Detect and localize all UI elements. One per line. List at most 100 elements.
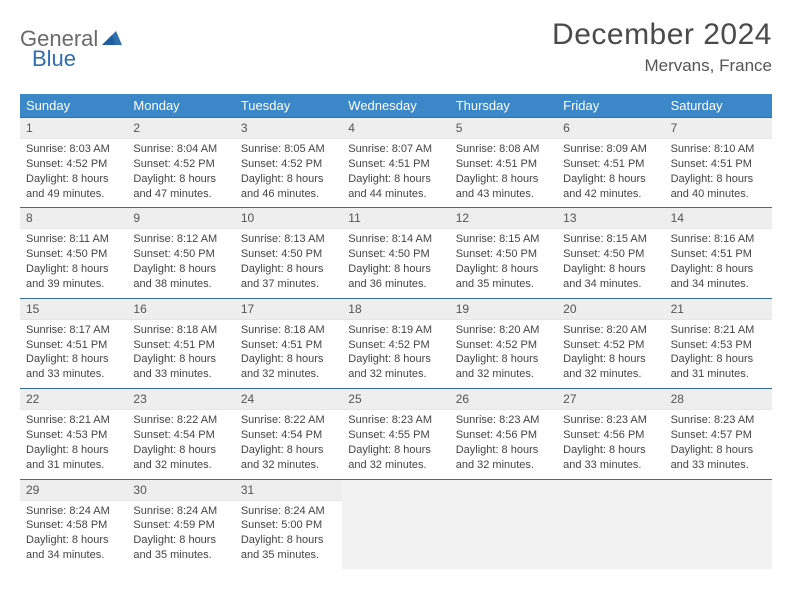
day-body: Sunrise: 8:24 AMSunset: 4:59 PMDaylight:… — [127, 501, 234, 569]
daylight-text-2: and 32 minutes. — [456, 367, 551, 382]
day-body: Sunrise: 8:10 AMSunset: 4:51 PMDaylight:… — [665, 139, 772, 207]
day-cell: 27Sunrise: 8:23 AMSunset: 4:56 PMDayligh… — [557, 388, 664, 478]
day-cell: 7Sunrise: 8:10 AMSunset: 4:51 PMDaylight… — [665, 117, 772, 207]
sunset-text: Sunset: 4:51 PM — [563, 157, 658, 172]
daylight-text-2: and 46 minutes. — [241, 187, 336, 202]
logo-triangle-icon — [102, 29, 122, 50]
sunset-text: Sunset: 4:55 PM — [348, 428, 443, 443]
daylight-text-1: Daylight: 8 hours — [671, 443, 766, 458]
day-cell: 20Sunrise: 8:20 AMSunset: 4:52 PMDayligh… — [557, 298, 664, 388]
day-body: Sunrise: 8:19 AMSunset: 4:52 PMDaylight:… — [342, 320, 449, 388]
sunset-text: Sunset: 4:52 PM — [456, 338, 551, 353]
sunset-text: Sunset: 4:56 PM — [563, 428, 658, 443]
day-cell: 6Sunrise: 8:09 AMSunset: 4:51 PMDaylight… — [557, 117, 664, 207]
daylight-text-1: Daylight: 8 hours — [348, 172, 443, 187]
daylight-text-2: and 36 minutes. — [348, 277, 443, 292]
day-body: Sunrise: 8:16 AMSunset: 4:51 PMDaylight:… — [665, 229, 772, 297]
week-row: 1Sunrise: 8:03 AMSunset: 4:52 PMDaylight… — [20, 117, 772, 207]
day-body: Sunrise: 8:18 AMSunset: 4:51 PMDaylight:… — [235, 320, 342, 388]
daylight-text-2: and 47 minutes. — [133, 187, 228, 202]
day-number: 13 — [557, 208, 664, 229]
day-body: Sunrise: 8:04 AMSunset: 4:52 PMDaylight:… — [127, 139, 234, 207]
sunset-text: Sunset: 4:53 PM — [26, 428, 121, 443]
day-body: Sunrise: 8:17 AMSunset: 4:51 PMDaylight:… — [20, 320, 127, 388]
daylight-text-1: Daylight: 8 hours — [671, 262, 766, 277]
day-cell: 17Sunrise: 8:18 AMSunset: 4:51 PMDayligh… — [235, 298, 342, 388]
sunrise-text: Sunrise: 8:23 AM — [563, 413, 658, 428]
daylight-text-2: and 38 minutes. — [133, 277, 228, 292]
daylight-text-2: and 32 minutes. — [348, 367, 443, 382]
sunset-text: Sunset: 4:57 PM — [671, 428, 766, 443]
day-number: 9 — [127, 208, 234, 229]
daylight-text-1: Daylight: 8 hours — [241, 533, 336, 548]
daylight-text-1: Daylight: 8 hours — [26, 172, 121, 187]
sunset-text: Sunset: 4:53 PM — [671, 338, 766, 353]
daylight-text-2: and 33 minutes. — [671, 458, 766, 473]
day-number: 3 — [235, 118, 342, 139]
sunset-text: Sunset: 4:50 PM — [26, 247, 121, 262]
daylight-text-1: Daylight: 8 hours — [348, 352, 443, 367]
sunrise-text: Sunrise: 8:22 AM — [241, 413, 336, 428]
daylight-text-2: and 37 minutes. — [241, 277, 336, 292]
daylight-text-2: and 34 minutes. — [26, 548, 121, 563]
daylight-text-1: Daylight: 8 hours — [563, 443, 658, 458]
daylight-text-2: and 34 minutes. — [563, 277, 658, 292]
day-cell: 28Sunrise: 8:23 AMSunset: 4:57 PMDayligh… — [665, 388, 772, 478]
day-cell: 31Sunrise: 8:24 AMSunset: 5:00 PMDayligh… — [235, 479, 342, 569]
day-cell: 23 Sunrise: 8:22 AMSunset: 4:54 PMDayligh… — [127, 388, 234, 478]
day-header-thursday: Thursday — [450, 94, 557, 117]
sunrise-text: Sunrise: 8:24 AM — [241, 504, 336, 519]
day-cell: 21Sunrise: 8:21 AMSunset: 4:53 PMDayligh… — [665, 298, 772, 388]
sunrise-text: Sunrise: 8:20 AM — [456, 323, 551, 338]
day-number: 22 — [20, 389, 127, 410]
day-number: 20 — [557, 299, 664, 320]
daylight-text-1: Daylight: 8 hours — [563, 352, 658, 367]
sunset-text: Sunset: 4:51 PM — [26, 338, 121, 353]
day-body: Sunrise: 8:21 AMSunset: 4:53 PMDaylight:… — [665, 320, 772, 388]
daylight-text-1: Daylight: 8 hours — [348, 443, 443, 458]
day-number: 29 — [20, 480, 127, 501]
day-number: 23 — [127, 389, 234, 410]
sunrise-text: Sunrise: 8:24 AM — [26, 504, 121, 519]
day-body: Sunrise: 8:09 AMSunset: 4:51 PMDaylight:… — [557, 139, 664, 207]
header: General December 2024 Mervans, France — [20, 18, 772, 76]
day-body: Sunrise: 8:20 AMSunset: 4:52 PMDaylight:… — [557, 320, 664, 388]
daylight-text-1: Daylight: 8 hours — [133, 443, 228, 458]
sunrise-text: Sunrise: 8:18 AM — [133, 323, 228, 338]
day-cell: 2Sunrise: 8:04 AMSunset: 4:52 PMDaylight… — [127, 117, 234, 207]
daylight-text-2: and 33 minutes. — [133, 367, 228, 382]
day-cell: 11Sunrise: 8:14 AMSunset: 4:50 PMDayligh… — [342, 207, 449, 297]
sunrise-text: Sunrise: 8:11 AM — [26, 232, 121, 247]
day-number: 8 — [20, 208, 127, 229]
day-cell: 8 Sunrise: 8:11 AMSunset: 4:50 PMDaylight… — [20, 207, 127, 297]
day-number: 25 — [342, 389, 449, 410]
day-number: 1 — [20, 118, 127, 139]
day-cell: 5Sunrise: 8:08 AMSunset: 4:51 PMDaylight… — [450, 117, 557, 207]
sunrise-text: Sunrise: 8:22 AM — [133, 413, 228, 428]
sunset-text: Sunset: 4:50 PM — [133, 247, 228, 262]
sunrise-text: Sunrise: 8:23 AM — [348, 413, 443, 428]
daylight-text-2: and 35 minutes. — [241, 548, 336, 563]
week-row: 8Sunrise: 8:11 AMSunset: 4:50 PMDaylight… — [20, 207, 772, 297]
week-row: 22Sunrise: 8:21 AMSunset: 4:53 PMDayligh… — [20, 388, 772, 478]
sunrise-text: Sunrise: 8:04 AM — [133, 142, 228, 157]
day-body: Sunrise: 8:05 AMSunset: 4:52 PMDaylight:… — [235, 139, 342, 207]
day-number: 24 — [235, 389, 342, 410]
sunset-text: Sunset: 4:54 PM — [133, 428, 228, 443]
day-number: 30 — [127, 480, 234, 501]
day-body: Sunrise: 8:15 AMSunset: 4:50 PMDaylight:… — [557, 229, 664, 297]
day-header-row: SundayMondayTuesdayWednesdayThursdayFrid… — [20, 94, 772, 117]
day-cell: 4Sunrise: 8:07 AMSunset: 4:51 PMDaylight… — [342, 117, 449, 207]
daylight-text-2: and 34 minutes. — [671, 277, 766, 292]
day-body: Sunrise: 8:08 AMSunset: 4:51 PMDaylight:… — [450, 139, 557, 207]
sunset-text: Sunset: 4:52 PM — [348, 338, 443, 353]
daylight-text-1: Daylight: 8 hours — [26, 262, 121, 277]
day-number: 4 — [342, 118, 449, 139]
day-cell: 24Sunrise: 8:22 AMSunset: 4:54 PMDayligh… — [235, 388, 342, 478]
sunset-text: Sunset: 4:50 PM — [563, 247, 658, 262]
sunset-text: Sunset: 4:50 PM — [348, 247, 443, 262]
sunrise-text: Sunrise: 8:12 AM — [133, 232, 228, 247]
sunset-text: Sunset: 4:51 PM — [133, 338, 228, 353]
logo-blue-text: Blue — [32, 46, 76, 72]
day-body: Sunrise: 8:12 AMSunset: 4:50 PMDaylight:… — [127, 229, 234, 297]
